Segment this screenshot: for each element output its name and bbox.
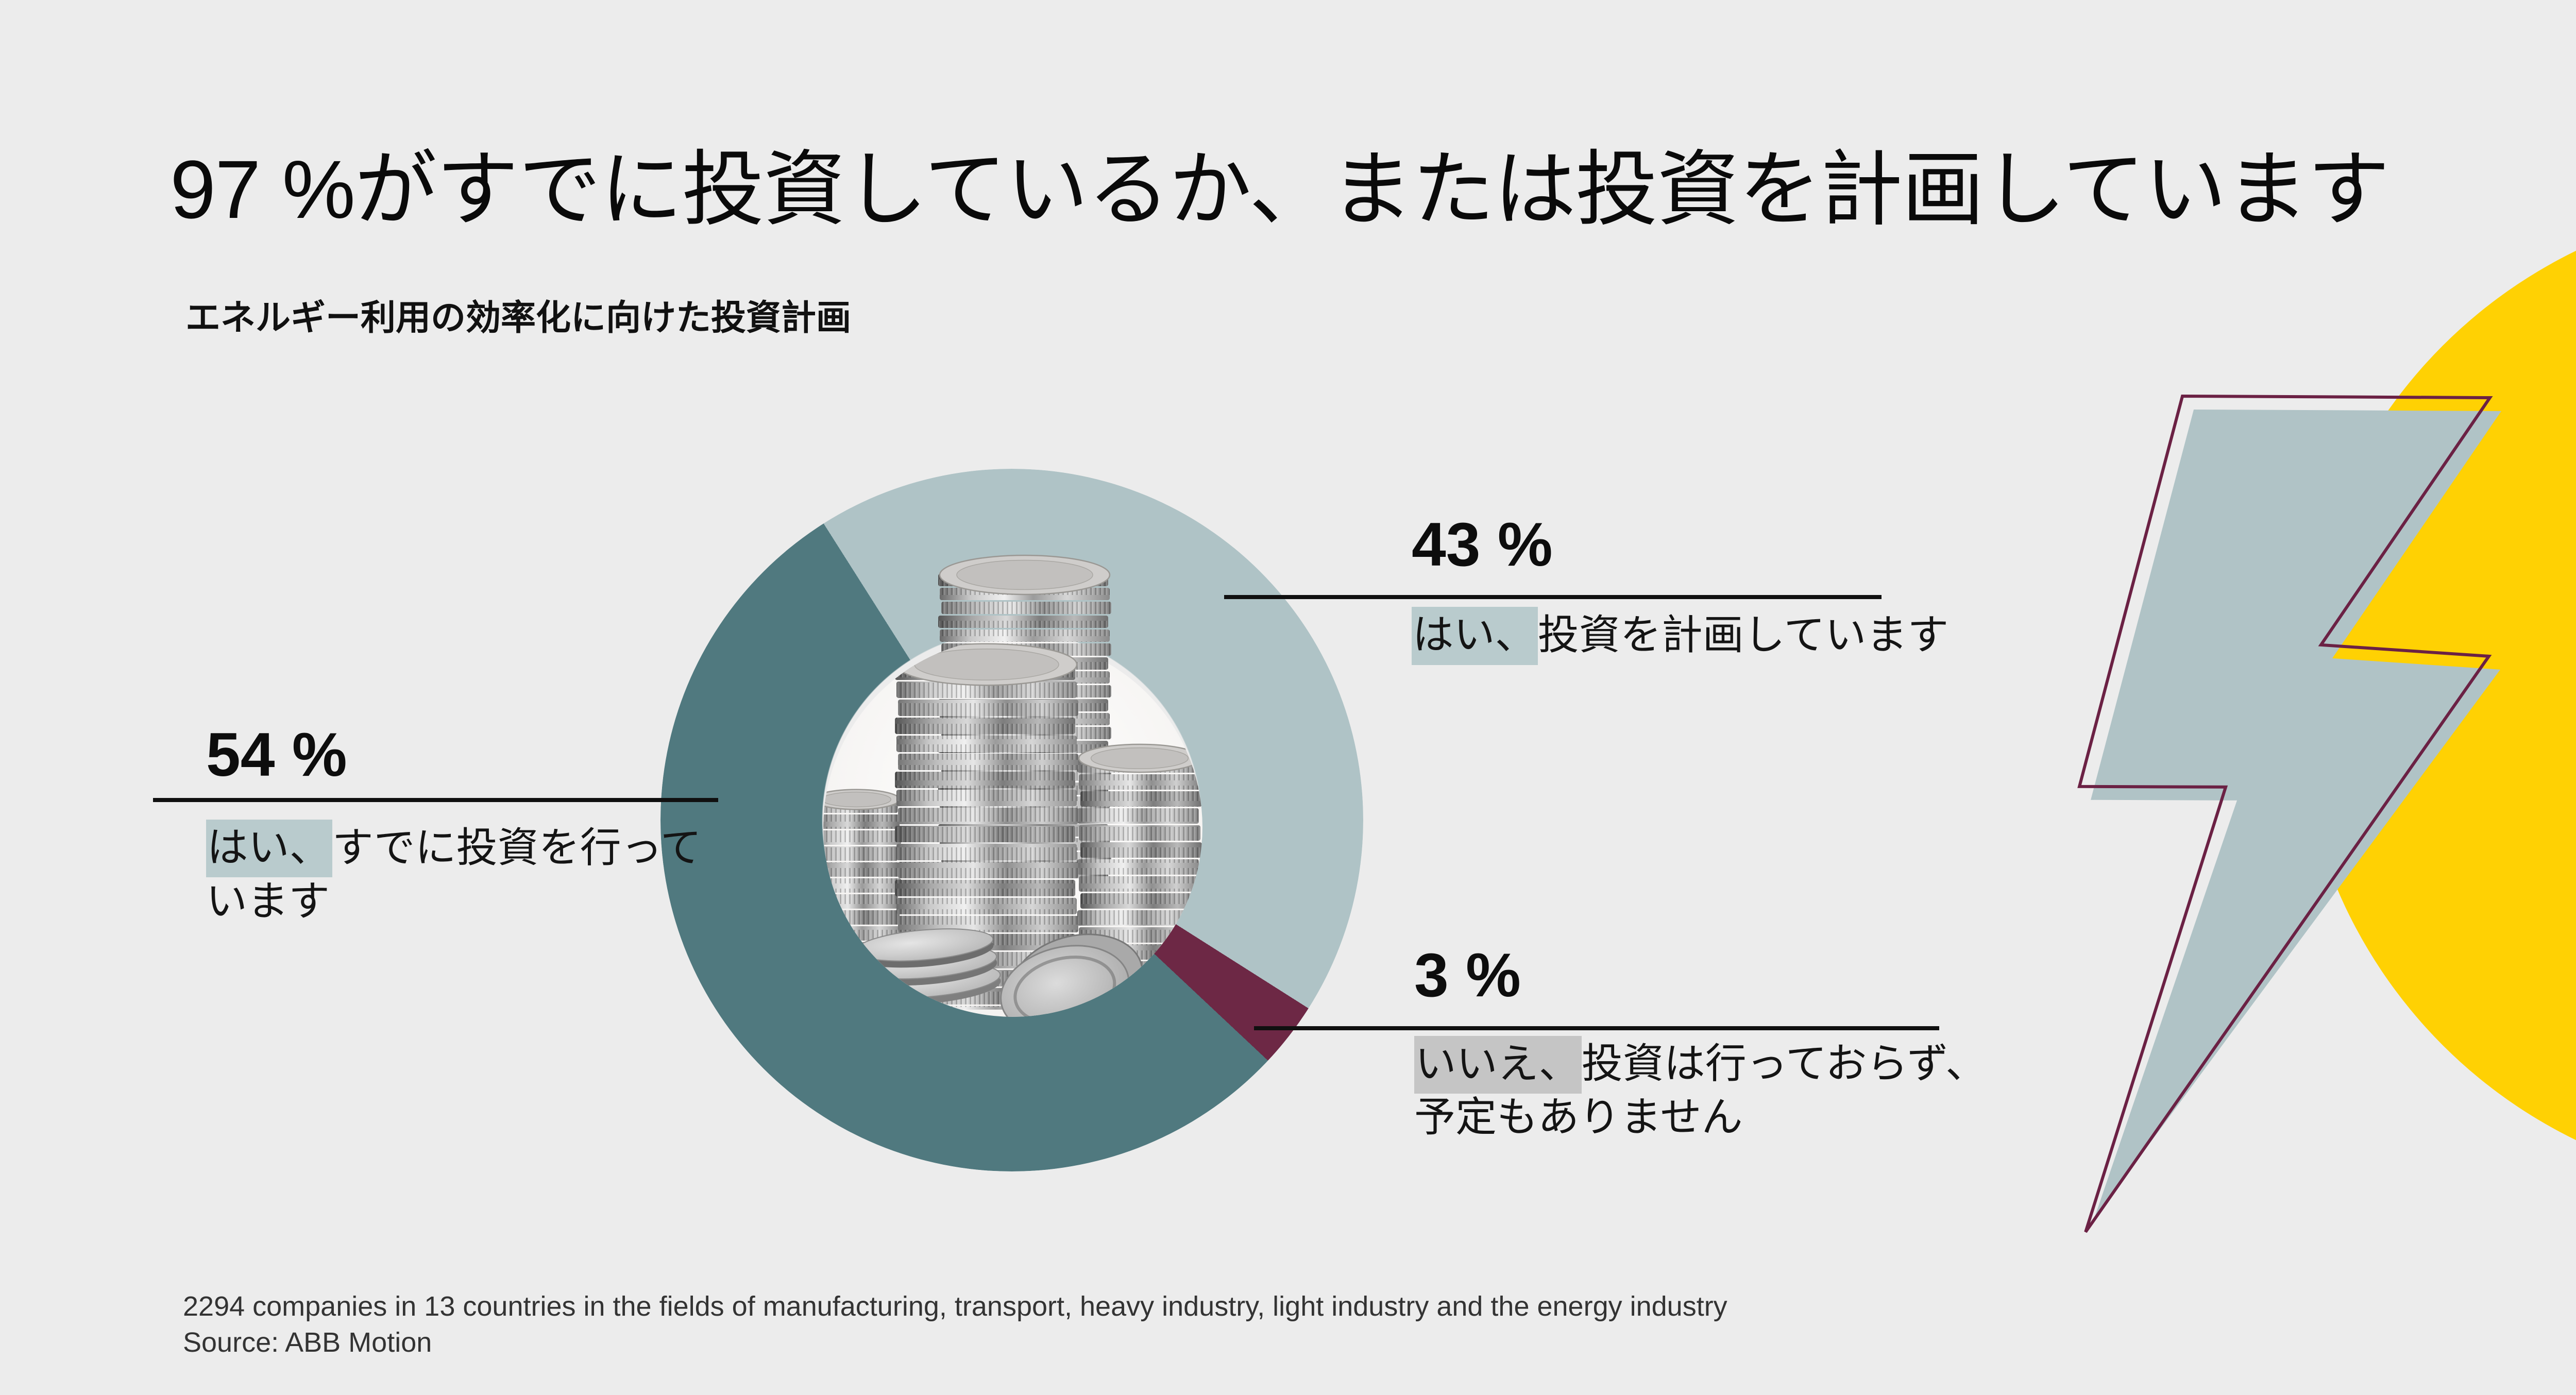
leader-line-54 <box>153 797 718 802</box>
lightning-bolt-fill <box>2091 409 2501 1218</box>
segment-label-54-text1: すでに投資を行って <box>332 824 702 871</box>
footnote: 2294 companies in 13 countries in the fi… <box>183 1288 1727 1360</box>
segment-label-54-line2: います <box>206 878 330 924</box>
chart-subtitle: エネルギー利用の効率化に向けた投資計画 <box>185 298 852 337</box>
footnote-sample: 2294 companies in 13 countries in the fi… <box>183 1290 1727 1322</box>
segment-label-3: いいえ、投資は行っておらず、 予定もありません <box>1414 1035 1987 1144</box>
highlight-yes-54: はい、 <box>206 820 332 878</box>
value-label-3: 3 % <box>1414 941 1521 1010</box>
value-label-54: 54 % <box>206 720 347 790</box>
highlight-no-3: いいえ、 <box>1414 1035 1582 1094</box>
lightning-bolt-outline <box>2077 394 2493 1233</box>
segment-label-54: はい、すでに投資を行って います <box>206 820 702 928</box>
segment-label-3-line1: いいえ、投資は行っておらず、 <box>1414 1035 1987 1094</box>
page-title: 97 %がすでに投資しているか、または投資を計画しています <box>170 143 2390 236</box>
footnote-source: Source: ABB Motion <box>183 1327 432 1358</box>
segment-label-43-text: 投資を計画しています <box>1537 611 1949 658</box>
segment-label-3-line2: 予定もありません <box>1414 1094 1743 1141</box>
value-label-43: 43 % <box>1412 509 1553 579</box>
segment-label-3-text1: 投資は行っておらず、 <box>1581 1041 1987 1087</box>
leader-line-43 <box>1224 594 1882 599</box>
leader-line-3 <box>1254 1026 1939 1030</box>
highlight-yes-43: はい、 <box>1412 607 1538 665</box>
coin-stacks-photo <box>823 554 1202 1017</box>
lightning-bolt-graphic <box>2077 394 2501 1233</box>
segment-label-43: はい、投資を計画しています <box>1412 607 1949 665</box>
segment-label-54-line1: はい、すでに投資を行って <box>206 820 702 878</box>
